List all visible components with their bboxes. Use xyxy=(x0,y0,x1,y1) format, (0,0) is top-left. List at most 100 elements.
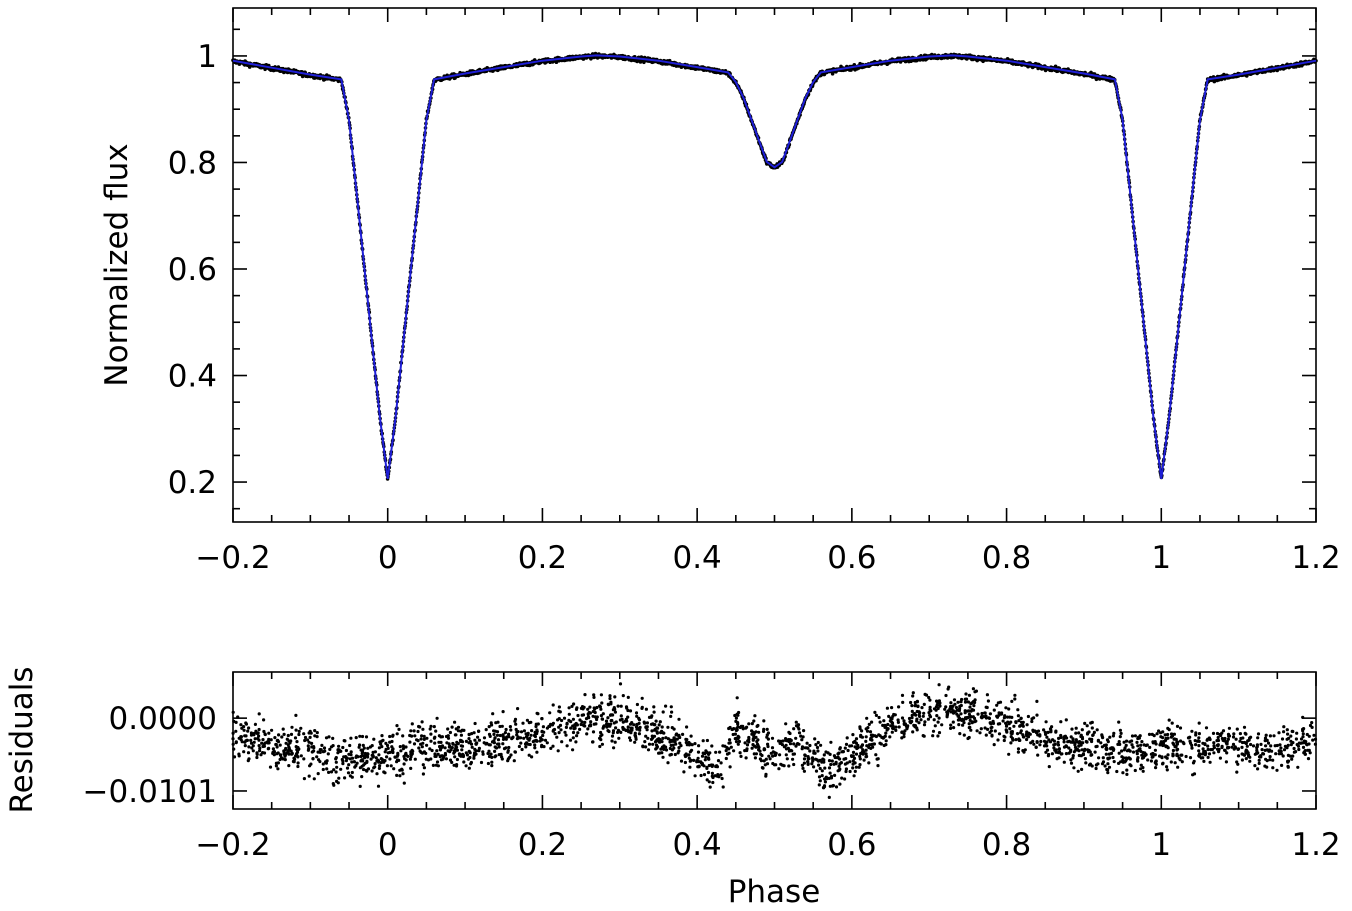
residual-point xyxy=(302,757,306,761)
residual-point xyxy=(553,732,557,736)
residual-point xyxy=(1107,765,1112,769)
residual-point xyxy=(239,735,243,739)
residual-point xyxy=(527,753,531,757)
residual-point xyxy=(986,699,991,703)
residual-point xyxy=(1091,733,1095,738)
residual-point xyxy=(876,764,880,768)
residual-point xyxy=(470,745,474,749)
residual-point xyxy=(487,732,492,737)
residual-point xyxy=(456,729,460,733)
residual-point xyxy=(1044,720,1048,724)
residual-point xyxy=(905,725,909,730)
residual-point xyxy=(926,717,931,721)
residual-point xyxy=(878,741,882,745)
residual-point xyxy=(614,726,618,730)
residual-point xyxy=(1312,733,1316,737)
residual-point xyxy=(634,725,639,729)
residual-point xyxy=(260,741,264,745)
residual-point xyxy=(843,777,847,781)
residual-point xyxy=(1170,721,1174,725)
residual-point xyxy=(401,772,405,776)
residual-point xyxy=(335,765,339,769)
residual-point xyxy=(1017,719,1021,723)
residual-point xyxy=(799,734,803,738)
residual-point xyxy=(371,753,375,757)
residual-point xyxy=(253,737,257,741)
residual-point xyxy=(897,725,901,729)
residual-point xyxy=(395,724,399,728)
residual-point xyxy=(902,721,906,726)
residual-point xyxy=(845,736,849,740)
residual-point xyxy=(339,767,343,771)
residual-point xyxy=(864,748,868,752)
residual-point xyxy=(395,773,399,778)
residual-point xyxy=(865,716,869,720)
residual-point xyxy=(1191,773,1195,777)
residual-point xyxy=(334,770,338,774)
residual-point xyxy=(701,739,705,743)
residual-point xyxy=(542,745,546,749)
residual-point xyxy=(1080,737,1085,741)
residual-point xyxy=(922,723,927,727)
residual-point xyxy=(779,740,783,744)
residual-point xyxy=(349,753,353,757)
residual-point xyxy=(290,752,294,756)
residual-point xyxy=(287,764,291,768)
residual-point xyxy=(360,758,364,762)
residual-point xyxy=(267,731,271,735)
residual-point xyxy=(803,746,807,750)
residual-point xyxy=(890,706,894,710)
residual-point xyxy=(310,741,314,746)
residual-point xyxy=(1218,756,1222,760)
residual-point xyxy=(909,700,913,705)
residual-point xyxy=(801,766,805,771)
residual-point xyxy=(1071,740,1075,744)
residual-point xyxy=(1266,741,1271,745)
residual-point xyxy=(1203,753,1207,757)
residual-point xyxy=(1166,753,1170,757)
residual-point xyxy=(1077,731,1081,735)
residual-point xyxy=(683,760,688,765)
residual-point xyxy=(990,725,994,729)
residual-point xyxy=(1035,713,1039,717)
residual-point xyxy=(959,703,963,708)
residual-point xyxy=(1269,744,1273,748)
residual-point xyxy=(619,730,623,735)
residual-point xyxy=(910,704,914,708)
residual-point xyxy=(321,767,325,772)
residual-point xyxy=(969,728,973,732)
residual-point xyxy=(244,721,248,725)
residual-point xyxy=(346,771,351,775)
residual-point xyxy=(466,757,470,761)
residual-point xyxy=(644,745,648,749)
residual-point xyxy=(1025,730,1029,734)
residual-point xyxy=(1160,755,1164,759)
residual-point xyxy=(599,693,604,697)
residual-point xyxy=(276,751,280,755)
residual-point xyxy=(366,746,370,750)
residual-point xyxy=(349,736,353,740)
residual-point xyxy=(787,730,791,734)
residual-point xyxy=(980,711,984,716)
residual-point xyxy=(1056,740,1060,745)
residual-point xyxy=(1244,751,1248,755)
residual-point xyxy=(234,729,238,733)
residual-point xyxy=(436,752,440,756)
residual-point xyxy=(557,705,562,709)
residual-point xyxy=(874,753,878,757)
residual-point xyxy=(1236,747,1241,751)
residuals-x-tick-label: 0.6 xyxy=(827,827,876,863)
residual-point xyxy=(377,746,381,750)
residual-point xyxy=(1194,731,1198,735)
residual-point xyxy=(972,716,977,721)
residual-point xyxy=(900,693,905,698)
residual-point xyxy=(383,750,387,754)
residual-point xyxy=(477,729,481,734)
residual-point xyxy=(388,734,392,739)
residual-point xyxy=(1282,725,1286,729)
residual-point xyxy=(492,732,496,737)
residual-point xyxy=(421,763,425,767)
residual-point xyxy=(661,736,665,741)
residual-point xyxy=(580,713,584,717)
residual-point xyxy=(602,724,606,728)
